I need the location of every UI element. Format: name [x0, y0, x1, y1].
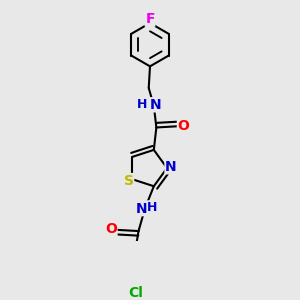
Text: O: O: [105, 222, 117, 236]
Text: N: N: [136, 202, 148, 216]
Text: O: O: [177, 119, 189, 133]
Text: H: H: [147, 201, 158, 214]
Text: N: N: [150, 98, 162, 112]
Text: S: S: [124, 174, 134, 188]
Text: Cl: Cl: [129, 286, 143, 300]
Text: F: F: [145, 12, 155, 26]
Text: H: H: [137, 98, 148, 111]
Text: N: N: [165, 160, 177, 174]
